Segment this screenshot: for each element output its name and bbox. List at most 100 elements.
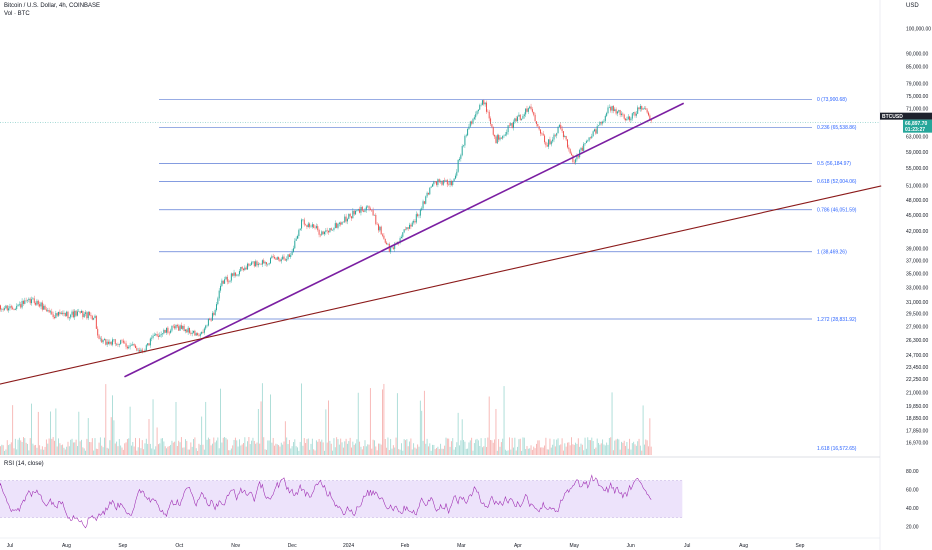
volume-bar bbox=[194, 437, 196, 455]
volume-bar bbox=[411, 449, 413, 455]
volume-bar bbox=[425, 443, 427, 455]
volume-bar bbox=[82, 447, 84, 455]
fib-level-label: 0.786 (46,051.59) bbox=[817, 208, 857, 214]
long-term-trendline bbox=[0, 185, 882, 385]
candle-body bbox=[274, 256, 276, 259]
candle-body bbox=[159, 335, 161, 337]
candle-body bbox=[502, 135, 504, 139]
candle-body bbox=[140, 349, 142, 352]
volume-bar bbox=[305, 442, 307, 455]
volume-bar bbox=[361, 449, 363, 455]
volume-bar bbox=[55, 408, 57, 455]
candle-body bbox=[64, 312, 66, 316]
candle-body bbox=[184, 329, 186, 332]
candle-body bbox=[627, 116, 629, 120]
candle-body bbox=[619, 110, 621, 115]
candle-body bbox=[330, 228, 332, 231]
volume-bar bbox=[310, 443, 312, 455]
candle-body bbox=[87, 311, 89, 319]
volume-bar bbox=[203, 449, 205, 455]
volume-bar bbox=[612, 450, 614, 455]
candle-body bbox=[450, 181, 452, 186]
volume-bar bbox=[372, 439, 374, 455]
candle-body bbox=[525, 108, 527, 115]
volume-bar bbox=[399, 449, 401, 455]
volume-bar bbox=[85, 450, 86, 455]
trendlines[interactable] bbox=[0, 102, 882, 386]
volume-bar bbox=[633, 441, 635, 455]
volume-bar bbox=[529, 448, 531, 455]
volume-bar bbox=[307, 438, 309, 455]
candle-body bbox=[8, 308, 10, 311]
candle-body bbox=[290, 255, 292, 257]
candle-body bbox=[593, 129, 595, 132]
candle-body bbox=[518, 114, 520, 117]
candle-body bbox=[17, 304, 19, 307]
candle-body bbox=[307, 223, 309, 228]
candle-body bbox=[380, 226, 382, 235]
candle-body bbox=[340, 222, 342, 225]
volume-bar bbox=[364, 440, 366, 455]
volume-bar bbox=[550, 447, 552, 455]
volume-bar bbox=[410, 438, 412, 455]
candle-body bbox=[372, 210, 374, 216]
candle-body bbox=[175, 324, 177, 329]
time-tick-label: Aug bbox=[739, 543, 748, 549]
volume-bar bbox=[56, 446, 58, 455]
volume-bar bbox=[360, 446, 362, 455]
volume-bar bbox=[14, 438, 16, 455]
candle-body bbox=[207, 318, 209, 326]
price-tick-label: 24,700.00 bbox=[906, 353, 928, 359]
candle-body bbox=[429, 187, 431, 195]
price-tick-label: 79,000.00 bbox=[906, 82, 928, 88]
volume-bar bbox=[93, 450, 95, 455]
volume-bar bbox=[344, 441, 346, 455]
candle-body bbox=[375, 214, 377, 224]
candle-body bbox=[587, 140, 589, 142]
volume-bar bbox=[469, 440, 471, 455]
candle-body bbox=[410, 224, 412, 227]
volume-bar bbox=[537, 440, 539, 455]
candle-body bbox=[369, 208, 371, 210]
candle-body bbox=[533, 111, 535, 115]
volume-bar bbox=[396, 393, 398, 455]
volume-bar bbox=[202, 444, 204, 455]
volume-bar bbox=[595, 447, 597, 455]
rsi-tick-label: 40.00 bbox=[906, 506, 919, 512]
volume-bar bbox=[641, 450, 643, 455]
candle-body bbox=[309, 223, 311, 227]
volume-bar bbox=[145, 438, 147, 455]
volume-bar bbox=[627, 448, 629, 455]
volume-bar bbox=[639, 445, 641, 455]
volume-bar bbox=[175, 401, 177, 455]
volume-bar bbox=[417, 444, 419, 455]
grid bbox=[0, 0, 881, 550]
volume-bar bbox=[186, 440, 188, 455]
candle-body bbox=[479, 105, 481, 110]
candle-body bbox=[352, 210, 354, 219]
volume-bar bbox=[120, 445, 122, 455]
candle-body bbox=[417, 214, 419, 217]
candle-body bbox=[89, 311, 91, 316]
candle-body bbox=[535, 121, 537, 124]
rsi-tick-label: 60.00 bbox=[906, 488, 919, 494]
candle-body bbox=[427, 192, 429, 195]
volume-bar bbox=[292, 442, 294, 455]
volume-bar bbox=[294, 439, 296, 455]
candle-body bbox=[584, 143, 586, 144]
candle-body bbox=[242, 268, 244, 271]
volume-bar bbox=[430, 450, 432, 455]
fib-retracement[interactable]: 0 (73,900.68) 0.236 (65,538.86) 0.5 (56,18… bbox=[159, 97, 857, 452]
candle-body bbox=[4, 308, 6, 310]
candle-body bbox=[315, 226, 317, 228]
volume-bar bbox=[388, 450, 390, 455]
volume-bar bbox=[139, 438, 140, 455]
volume-bar bbox=[31, 403, 32, 455]
volume-bar bbox=[368, 444, 370, 455]
candle-body bbox=[155, 334, 157, 335]
volume-bar bbox=[403, 439, 405, 455]
candle-body bbox=[21, 300, 23, 308]
candle-body bbox=[418, 215, 420, 217]
volume-bar bbox=[205, 401, 207, 455]
